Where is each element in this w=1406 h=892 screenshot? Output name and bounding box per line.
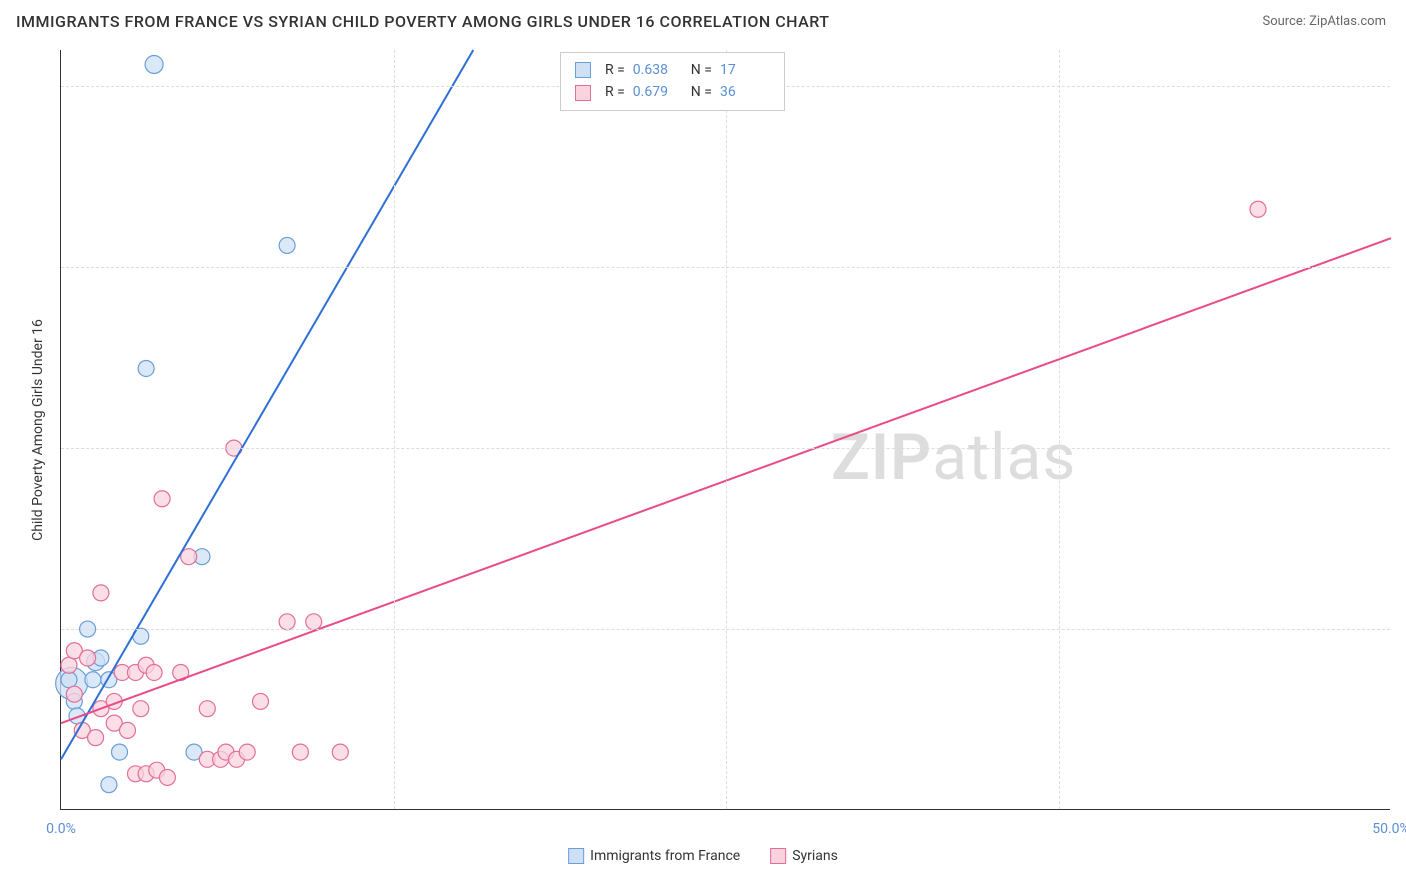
scatter-point — [85, 672, 101, 688]
legend-n-label: N = — [691, 81, 712, 103]
x-legend-label: Syrians — [792, 848, 838, 864]
correlation-chart: IMMIGRANTS FROM FRANCE VS SYRIAN CHILD P… — [0, 0, 1406, 892]
scatter-point — [239, 744, 255, 760]
scatter-point — [61, 672, 77, 688]
x-legend-item: Immigrants from France — [568, 848, 740, 864]
legend-r-value: 0.638 — [633, 59, 683, 81]
y-axis-label: Child Poverty Among Girls Under 16 — [30, 319, 46, 541]
correlation-legend: R = 0.638 N = 17 R = 0.679 N = 36 — [560, 52, 785, 111]
legend-n-value: 36 — [720, 81, 770, 103]
gridline-vertical — [1059, 50, 1060, 809]
x-axis-legend: Immigrants from France Syrians — [568, 848, 838, 864]
scatter-point — [279, 614, 295, 630]
chart-title: IMMIGRANTS FROM FRANCE VS SYRIAN CHILD P… — [16, 12, 830, 31]
scatter-point — [279, 237, 295, 253]
scatter-point — [80, 650, 96, 666]
legend-r-label: R = — [605, 59, 625, 81]
scatter-point — [138, 360, 154, 376]
legend-n-value: 17 — [720, 59, 770, 81]
x-tick-label: 0.0% — [46, 821, 76, 837]
scatter-point — [88, 730, 104, 746]
scatter-point — [332, 744, 348, 760]
scatter-point — [292, 744, 308, 760]
chart-source: Source: ZipAtlas.com — [1262, 14, 1386, 29]
plot-area: ZIPatlas 25.0%50.0%75.0%100.0%0.0%50.0% — [60, 50, 1390, 810]
y-tick-label: 75.0% — [1398, 259, 1406, 275]
legend-row: R = 0.679 N = 36 — [575, 81, 770, 103]
y-tick-label: 50.0% — [1398, 440, 1406, 456]
legend-swatch — [770, 848, 786, 864]
legend-swatch — [575, 85, 591, 101]
scatter-point — [112, 744, 128, 760]
scatter-point — [120, 722, 136, 738]
legend-n-label: N = — [691, 59, 712, 81]
scatter-point — [154, 491, 170, 507]
scatter-point — [159, 769, 175, 785]
legend-r-value: 0.679 — [633, 81, 683, 103]
legend-row: R = 0.638 N = 17 — [575, 59, 770, 81]
gridline-vertical — [726, 50, 727, 809]
trend-line — [61, 50, 473, 759]
scatter-point — [253, 693, 269, 709]
scatter-point — [101, 777, 117, 793]
scatter-point — [146, 664, 162, 680]
scatter-point — [93, 585, 109, 601]
y-tick-label: 100.0% — [1398, 78, 1406, 94]
scatter-point — [145, 55, 163, 73]
legend-swatch — [568, 848, 584, 864]
scatter-point — [133, 701, 149, 717]
scatter-point — [199, 701, 215, 717]
scatter-point — [66, 686, 82, 702]
scatter-point — [306, 614, 322, 630]
legend-r-label: R = — [605, 81, 625, 103]
y-tick-label: 25.0% — [1398, 621, 1406, 637]
x-tick-label: 50.0% — [1372, 821, 1406, 837]
x-legend-item: Syrians — [770, 848, 838, 864]
scatter-point — [61, 657, 77, 673]
x-legend-label: Immigrants from France — [590, 848, 740, 864]
legend-swatch — [575, 62, 591, 78]
scatter-point — [1250, 201, 1266, 217]
gridline-vertical — [394, 50, 395, 809]
